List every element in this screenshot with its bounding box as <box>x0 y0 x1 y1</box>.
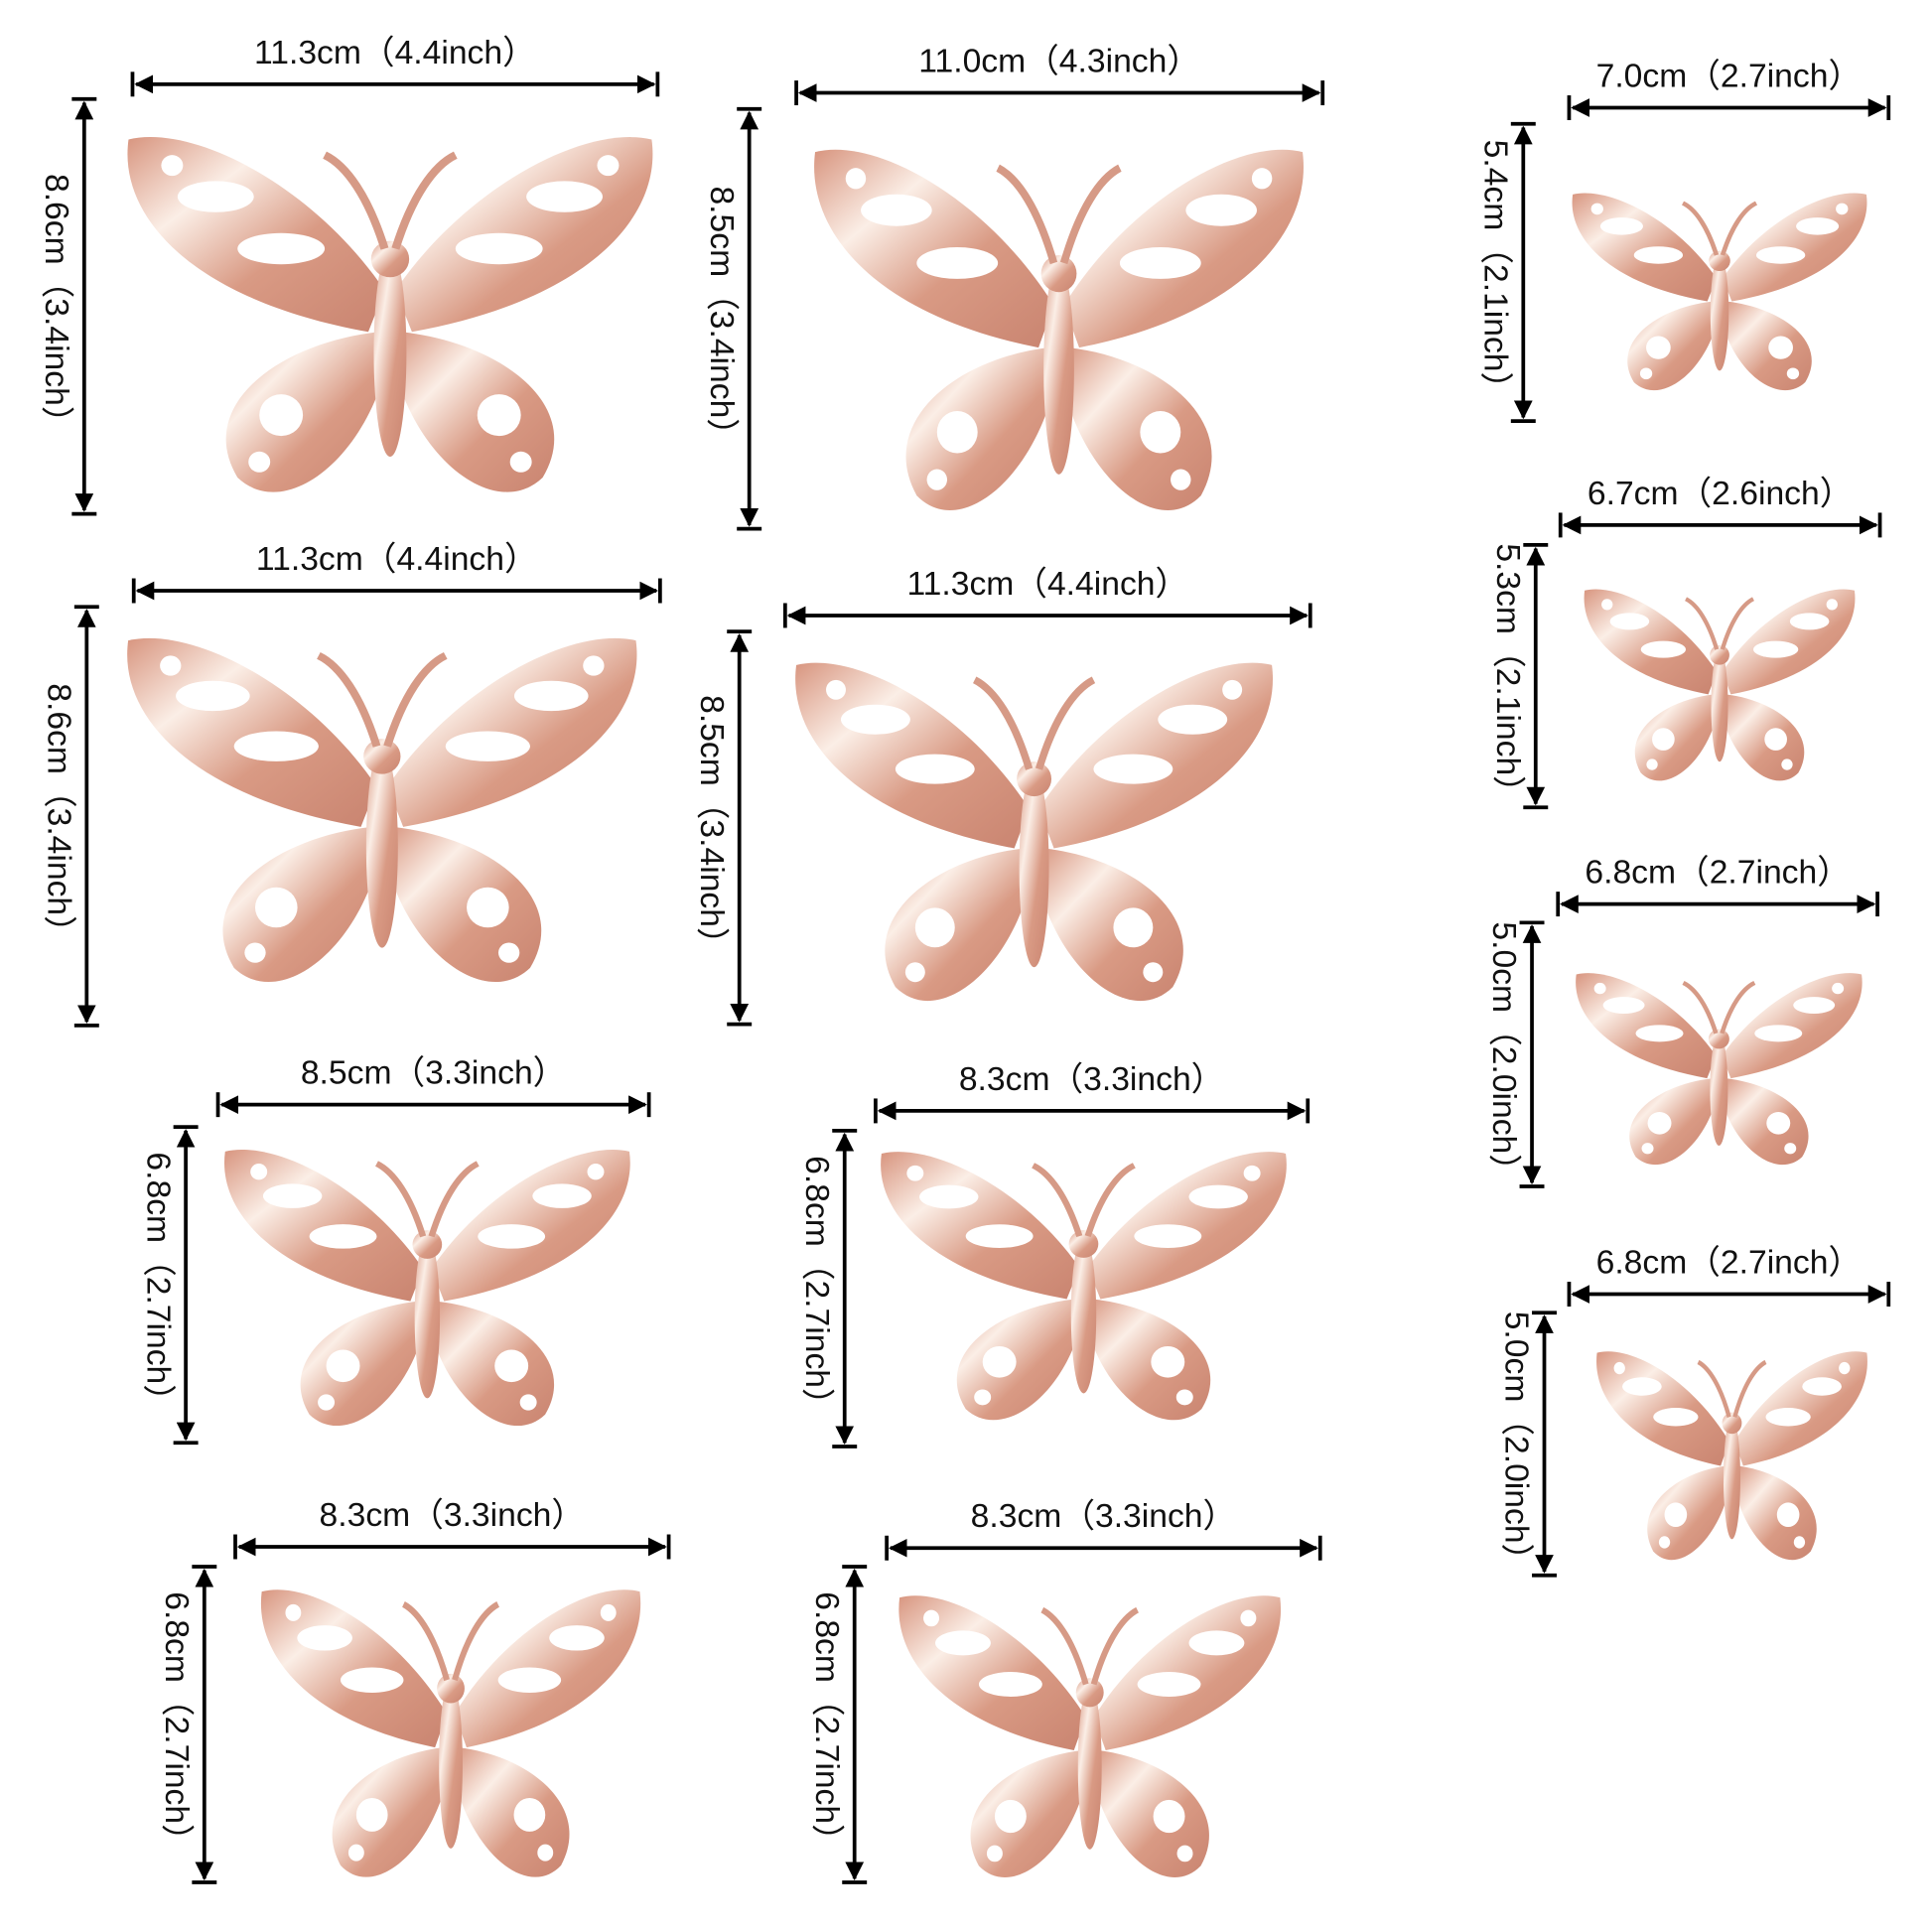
height-label: 5.0cm（2.0inch） <box>1498 1311 1536 1578</box>
butterfly-item: 8.3cm（3.3inch） 6.8cm（2.7inch） <box>158 1496 671 1884</box>
height-label: 8.5cm（3.4inch） <box>693 695 731 961</box>
width-label: 11.3cm（4.4inch） <box>906 565 1188 603</box>
butterfly <box>1585 589 1856 780</box>
height-label: 5.3cm（2.1inch） <box>1489 543 1527 809</box>
height-label: 6.8cm（2.7inch） <box>139 1152 177 1418</box>
butterfly-item: 11.0cm（4.3inch） 8.5cm（3.4inch） <box>703 43 1325 531</box>
butterfly <box>261 1589 640 1876</box>
butterfly <box>814 150 1304 510</box>
height-label: 6.8cm（2.7inch） <box>808 1591 846 1858</box>
width-label: 7.0cm（2.7inch） <box>1596 57 1863 94</box>
butterfly-item: 11.3cm（4.4inch） 8.5cm（3.4inch） <box>693 565 1312 1027</box>
butterfly-item: 6.7cm（2.6inch） 5.3cm（2.1inch） <box>1489 475 1882 810</box>
height-label: 8.6cm（3.4inch） <box>40 683 77 949</box>
width-label: 11.0cm（4.3inch） <box>918 43 1200 80</box>
width-label: 6.8cm（2.7inch） <box>1596 1243 1863 1281</box>
butterfly-item: 8.3cm（3.3inch） 6.8cm（2.7inch） <box>798 1060 1311 1449</box>
butterfly <box>1576 973 1863 1165</box>
height-label: 6.8cm（2.7inch） <box>158 1591 196 1858</box>
butterfly <box>127 137 652 492</box>
butterfly-item: 8.5cm（3.3inch） 6.8cm（2.7inch） <box>139 1054 651 1446</box>
height-label: 6.8cm（2.7inch） <box>798 1156 836 1422</box>
height-label: 8.5cm（3.4inch） <box>703 186 741 451</box>
height-label: 8.6cm（3.4inch） <box>38 174 75 440</box>
width-label: 11.3cm（4.4inch） <box>254 34 536 71</box>
butterfly <box>127 638 636 982</box>
butterfly <box>795 663 1273 1002</box>
height-label: 5.4cm（2.1inch） <box>1476 140 1514 406</box>
width-label: 6.7cm（2.6inch） <box>1587 475 1854 512</box>
width-label: 8.5cm（3.3inch） <box>301 1054 567 1092</box>
butterfly-item: 8.3cm（3.3inch） 6.8cm（2.7inch） <box>808 1497 1322 1884</box>
butterfly-item: 6.8cm（2.7inch） 5.0cm（2.0inch） <box>1498 1243 1891 1578</box>
butterfly <box>881 1152 1287 1420</box>
butterfly-item: 11.3cm（4.4inch） 8.6cm（3.4inch） <box>40 540 662 1028</box>
width-label: 8.3cm（3.3inch） <box>320 1496 586 1534</box>
butterfly <box>224 1150 630 1426</box>
width-label: 6.8cm（2.7inch） <box>1585 854 1851 892</box>
butterfly <box>898 1595 1281 1877</box>
butterfly-item: 7.0cm（2.7inch） 5.4cm（2.1inch） <box>1476 57 1891 423</box>
width-label: 8.3cm（3.3inch） <box>959 1060 1225 1098</box>
butterfly-item: 11.3cm（4.4inch） 8.6cm（3.4inch） <box>38 34 660 516</box>
width-label: 8.3cm（3.3inch） <box>971 1497 1236 1535</box>
height-label: 5.0cm（2.0inch） <box>1485 921 1523 1186</box>
butterfly <box>1596 1351 1867 1560</box>
width-label: 11.3cm（4.4inch） <box>256 540 538 578</box>
butterfly <box>1573 194 1867 391</box>
layout: 11.3cm（4.4inch） 8.6cm（3.4inch） 11.0cm（4.3i… <box>38 34 1891 1884</box>
butterfly-item: 6.8cm（2.7inch） 5.0cm（2.0inch） <box>1485 854 1879 1188</box>
